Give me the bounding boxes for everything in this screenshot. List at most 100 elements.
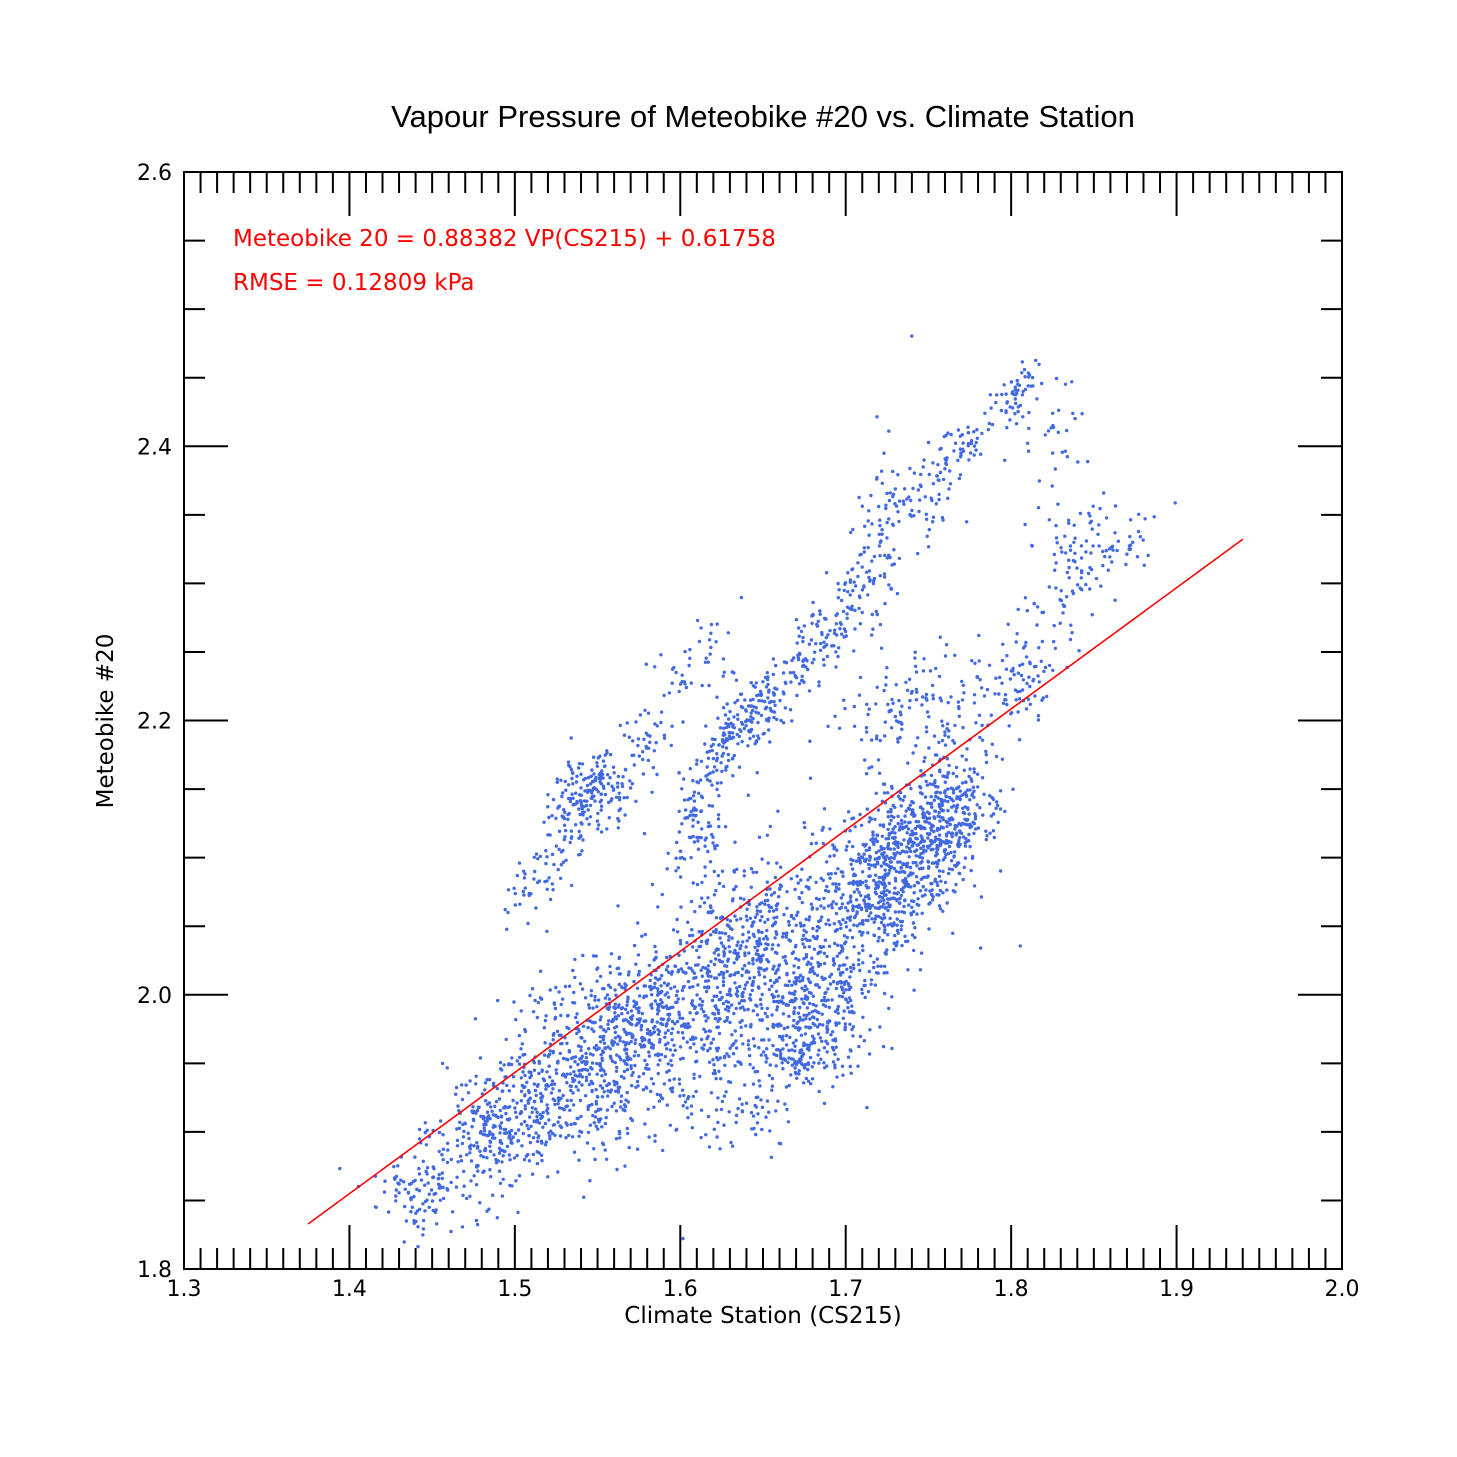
scatter-point-2367 [916, 897, 920, 901]
scatter-point-2915 [857, 856, 861, 860]
scatter-point-2789 [898, 896, 902, 901]
scatter-point-2046 [847, 1010, 852, 1014]
scatter-point-885 [612, 1101, 616, 1105]
scatter-point-2006 [802, 1001, 806, 1006]
scatter-point-2533 [888, 916, 892, 921]
scatter-point-4414 [1024, 640, 1028, 645]
scatter-point-1459 [758, 918, 762, 923]
scatter-point-3205 [980, 776, 985, 780]
scatter-point-4578 [876, 758, 881, 762]
scatter-point-2234 [800, 900, 804, 905]
scatter-point-3950 [838, 626, 842, 631]
scatter-point-4608 [890, 697, 894, 702]
scatter-point-3678 [759, 713, 764, 718]
scatter-point-4560 [884, 675, 888, 679]
scatter-point-4404 [989, 713, 993, 717]
scatter-point-2686 [839, 926, 843, 930]
scatter-point-2108 [803, 984, 807, 988]
scatter-point-556 [559, 1096, 563, 1101]
scatter-point-3151 [966, 807, 970, 811]
scatter-point-4371 [1015, 632, 1019, 636]
scatter-point-580 [619, 1094, 624, 1098]
scatter-point-75 [602, 1041, 607, 1046]
scatter-point-882 [614, 1137, 619, 1141]
scatter-point-3211 [969, 868, 973, 873]
scatter-point-150 [595, 1072, 599, 1076]
scatter-point-4655 [794, 1062, 799, 1067]
scatter-point-807 [681, 1036, 686, 1040]
scatter-point-2878 [890, 995, 894, 999]
scatter-point-1009 [425, 1128, 429, 1133]
scatter-point-3942 [848, 593, 852, 597]
scatter-point-3750 [767, 728, 771, 732]
scatter-point-1301 [825, 954, 829, 959]
scatter-point-1046 [437, 1130, 442, 1135]
scatter-point-2224 [863, 995, 867, 1000]
scatter-point-471 [626, 1100, 630, 1104]
scatter-point-2627 [904, 939, 908, 944]
scatter-point-2205 [778, 1054, 783, 1058]
scatter-point-2168 [800, 1048, 804, 1052]
scatter-point-1146 [474, 1183, 479, 1187]
scatter-point-1560 [724, 999, 728, 1003]
scatter-point-1591 [672, 985, 677, 989]
scatter-point-4062 [871, 579, 876, 583]
scatter-point-1509 [670, 969, 674, 974]
scatter-point-1705 [804, 917, 808, 921]
scatter-point-3268 [583, 789, 587, 793]
scatter-point-2550 [871, 830, 875, 834]
scatter-point-666 [600, 1125, 604, 1129]
scatter-point-1282 [711, 841, 715, 845]
scatter-point-1219 [419, 1178, 424, 1182]
scatter-point-2564 [891, 827, 895, 831]
scatter-point-4322 [1071, 558, 1076, 563]
scatter-point-1299 [740, 1018, 744, 1023]
scatter-point-2551 [831, 843, 835, 847]
scatter-point-1581 [722, 971, 726, 975]
scatter-point-3911 [797, 634, 801, 638]
scatter-point-3036 [975, 803, 979, 807]
scatter-point-1763 [709, 933, 713, 937]
scatter-point-38 [627, 1145, 631, 1150]
scatter-point-2370 [844, 920, 848, 925]
scatter-point-3073 [940, 797, 944, 802]
scatter-point-1281 [759, 1098, 763, 1102]
scatter-point-2178 [806, 1079, 811, 1084]
scatter-point-2932 [930, 898, 935, 902]
scatter-point-2089 [822, 998, 827, 1003]
scatter-point-2193 [826, 998, 830, 1002]
scatter-point-1605 [770, 984, 774, 988]
scatter-point-2331 [858, 929, 862, 934]
scatter-point-2318 [915, 864, 919, 868]
scatter-point-4265 [1113, 504, 1118, 508]
scatter-point-2240 [854, 898, 859, 902]
scatter-point-2927 [872, 863, 876, 867]
scatter-point-330 [744, 1101, 749, 1105]
scatter-point-573 [495, 1086, 499, 1091]
scatter-point-1691 [756, 985, 761, 989]
scatter-point-2043 [836, 1057, 840, 1062]
scatter-point-3426 [561, 860, 566, 864]
scatter-point-3346 [589, 782, 593, 786]
scatter-point-3804 [775, 717, 779, 722]
scatter-point-3454 [523, 872, 527, 876]
scatter-point-3323 [570, 792, 574, 796]
scatter-point-855 [565, 1025, 569, 1030]
scatter-point-4181 [999, 408, 1004, 413]
scatter-point-173 [592, 1121, 596, 1125]
scatter-point-1463 [732, 887, 736, 892]
scatter-point-4354 [1115, 548, 1119, 553]
scatter-point-1812 [800, 867, 804, 871]
scatter-point-423 [565, 1014, 570, 1018]
scatter-point-385 [471, 1105, 475, 1109]
scatter-point-4419 [1011, 669, 1015, 673]
scatter-point-933 [561, 1093, 565, 1098]
scatter-point-1704 [712, 1063, 716, 1067]
scatter-point-1874 [773, 971, 778, 975]
scatter-point-3388 [617, 791, 621, 795]
scatter-point-4475 [1020, 688, 1025, 692]
scatter-point-1511 [706, 1049, 710, 1053]
scatter-point-4054 [888, 491, 892, 495]
scatter-point-2544 [865, 886, 869, 890]
scatter-point-3828 [683, 649, 687, 654]
